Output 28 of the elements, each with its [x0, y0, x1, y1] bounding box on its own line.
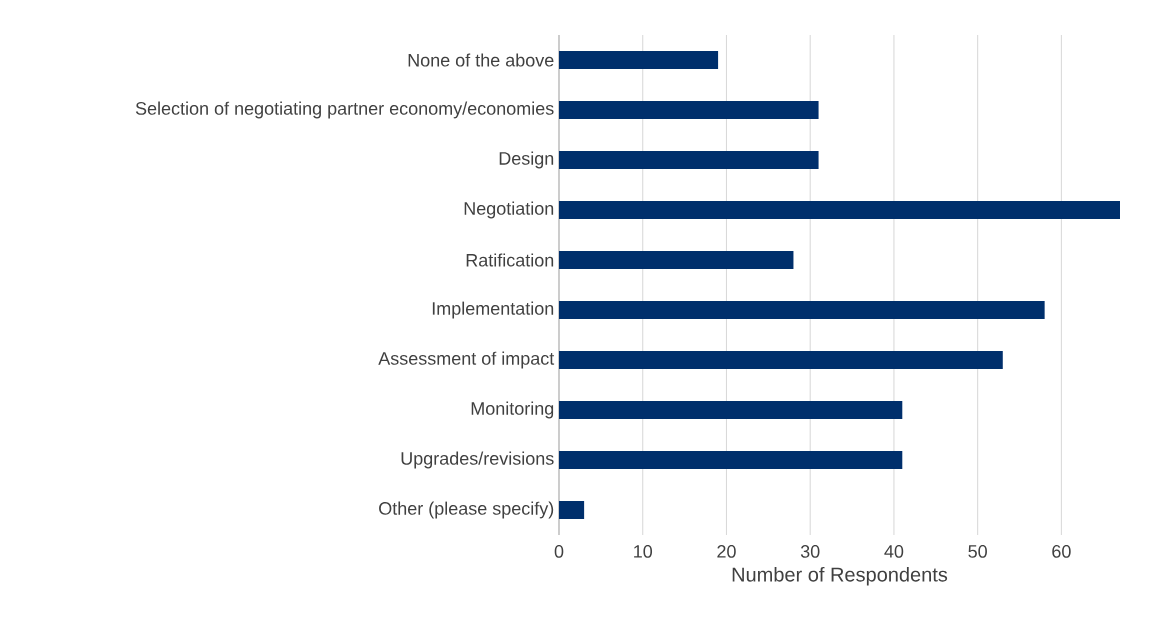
bar	[559, 301, 1045, 319]
x-tick-label: 10	[634, 545, 653, 558]
y-tick-label: Negotiation	[464, 201, 554, 219]
x-tick-label: 0	[554, 545, 564, 558]
bar	[559, 351, 1003, 369]
x-tick-label: 40	[884, 545, 904, 558]
x-tick-label: 60	[1052, 545, 1071, 558]
bar	[559, 101, 819, 119]
bar	[559, 51, 719, 69]
bar	[559, 151, 819, 169]
y-tick-label: Implementation	[432, 301, 554, 319]
y-tick-label: Other (please specify)	[379, 501, 554, 519]
bar	[559, 501, 585, 519]
x-axis-title: Number of Respondents	[732, 566, 948, 586]
y-tick-label: Ratification	[466, 253, 554, 267]
x-tick-label: 30	[800, 545, 820, 558]
bar	[559, 401, 903, 420]
y-tick-label: Upgrades/revisions	[401, 451, 554, 469]
x-tick-label: 20	[717, 545, 736, 558]
y-tick-label: None of the above	[408, 53, 554, 67]
x-tick-label: 50	[968, 545, 987, 558]
bar	[559, 451, 903, 470]
y-tick-label: Design	[499, 151, 554, 169]
y-tick-label: Assessment of impact	[378, 351, 555, 369]
bar	[559, 251, 794, 269]
bar	[559, 201, 1120, 219]
y-tick-label: Selection of negotiating partner economy/economies	[135, 101, 554, 119]
y-tick-label: Monitoring	[471, 401, 554, 419]
